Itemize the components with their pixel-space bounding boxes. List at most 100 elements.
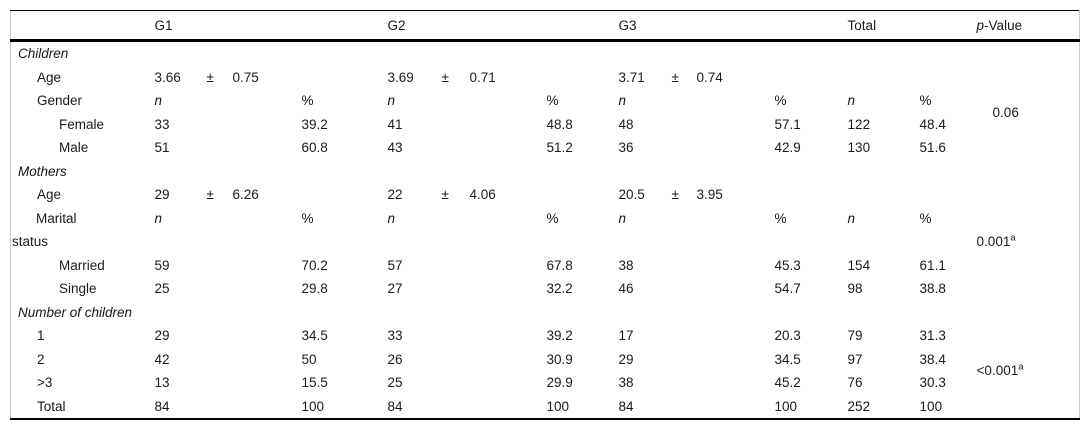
g3-n-cell: 48 bbox=[618, 116, 634, 132]
total-pct-cell: 48.4 bbox=[919, 116, 946, 132]
row-section-number-of-children: Number of children bbox=[11, 301, 1080, 325]
spacer-cell bbox=[672, 277, 775, 301]
row-total: Total 84 100 84 100 84 100 252 100 bbox=[11, 395, 1080, 420]
spacer-cell bbox=[977, 136, 1080, 160]
g3-n-header: n bbox=[618, 210, 627, 226]
row-label: Married bbox=[59, 257, 105, 273]
g2-n-cell: 43 bbox=[387, 140, 403, 155]
g2-n-header: n bbox=[387, 93, 396, 108]
row-one-child: 1 29 34.5 33 39.2 17 20.3 79 31.3 bbox=[11, 324, 1080, 348]
spacer-cell bbox=[442, 395, 547, 420]
spacer-cell bbox=[207, 136, 302, 160]
g2-n-cell: 27 bbox=[387, 281, 403, 296]
g1-n-cell: 29 bbox=[154, 328, 170, 343]
g1-n-header: n bbox=[154, 93, 163, 108]
g2-n-cell: 57 bbox=[387, 257, 403, 273]
spacer-cell bbox=[672, 324, 775, 348]
spacer-cell bbox=[672, 348, 775, 372]
g2-pct-header: % bbox=[546, 210, 559, 226]
spacer-cell bbox=[207, 113, 302, 137]
g2-pm-cell: ± bbox=[441, 69, 449, 85]
col-header-g3: G3 bbox=[618, 10, 848, 42]
g1-pct-cell: 60.8 bbox=[301, 140, 328, 155]
g2-sd-cell: 4.06 bbox=[469, 187, 496, 202]
spacer-cell bbox=[672, 89, 775, 113]
total-pct-cell: 31.3 bbox=[919, 328, 946, 343]
g1-pct-cell: 39.2 bbox=[301, 116, 328, 132]
g3-n-cell: 36 bbox=[618, 140, 634, 155]
g1-pct-header: % bbox=[301, 93, 314, 108]
total-n-header: n bbox=[847, 210, 856, 226]
spacer-cell bbox=[442, 324, 547, 348]
footnote-marker: a bbox=[1010, 232, 1016, 244]
row-children-age: Age 3.66 ± 0.75 3.69 ± 0.71 3.71 ± 0.74 bbox=[11, 66, 1080, 90]
g1-mean-cell: 3.66 bbox=[154, 69, 181, 85]
g2-pct-header: % bbox=[546, 93, 559, 108]
g2-pct-cell: 67.8 bbox=[546, 257, 573, 273]
header-row: G1 G2 G3 Total p-Value bbox=[10, 10, 1080, 42]
g1-n-cell: 33 bbox=[154, 116, 170, 132]
spacer-cell bbox=[442, 348, 547, 372]
g1-n-cell: 25 bbox=[154, 281, 170, 296]
total-pct-cell: 61.1 bbox=[919, 257, 946, 273]
spacer-cell bbox=[672, 113, 775, 137]
g1-pm-cell: ± bbox=[206, 187, 214, 202]
section-label: Children bbox=[18, 46, 69, 61]
g3-n-cell: 29 bbox=[618, 351, 634, 367]
g3-n-cell: 38 bbox=[618, 257, 634, 273]
total-pct-header: % bbox=[919, 210, 932, 226]
total-n-cell: 98 bbox=[847, 281, 863, 296]
total-n-cell: 97 bbox=[847, 351, 863, 367]
corner-cell bbox=[10, 10, 155, 42]
g1-pct-cell: 70.2 bbox=[301, 257, 328, 273]
total-n-cell: 76 bbox=[847, 375, 863, 390]
g3-sd-cell: 3.95 bbox=[696, 187, 723, 202]
g1-pct-cell: 29.8 bbox=[301, 281, 328, 296]
pvalue-text: <0.001 bbox=[976, 363, 1019, 379]
spacer-cell bbox=[207, 207, 302, 254]
g3-pct-header: % bbox=[774, 93, 787, 108]
g3-pct-cell: 20.3 bbox=[774, 328, 801, 343]
footnote-marker: a bbox=[1018, 361, 1024, 373]
g3-pm-cell: ± bbox=[671, 69, 679, 85]
g2-mean-cell: 22 bbox=[387, 187, 403, 202]
row-married: Married 59 70.2 57 67.8 38 45.3 154 61.1 bbox=[11, 254, 1080, 278]
spacer-cell bbox=[977, 324, 1080, 348]
spacer-cell bbox=[547, 183, 619, 207]
row-section-mothers: Mothers bbox=[11, 160, 1080, 184]
g3-pct-cell: 54.7 bbox=[774, 281, 801, 296]
section-label: Mothers bbox=[18, 163, 67, 179]
row-label: Total bbox=[37, 398, 66, 414]
g2-pct-cell: 39.2 bbox=[546, 328, 573, 343]
g1-pct-cell: 15.5 bbox=[301, 375, 328, 390]
row-gender-subheader: Gender n % n % n % n % 0.06 bbox=[11, 89, 1080, 120]
total-n-header: n bbox=[847, 93, 856, 108]
g2-n-cell: 84 bbox=[387, 398, 403, 414]
spacer-cell bbox=[442, 113, 547, 137]
g1-pct-cell: 34.5 bbox=[301, 328, 328, 343]
g2-pct-cell: 32.2 bbox=[546, 281, 573, 296]
spacer-cell bbox=[775, 183, 1080, 207]
g2-n-cell: 26 bbox=[387, 351, 403, 367]
g3-pct-cell: 45.3 bbox=[774, 257, 801, 273]
pvalue-text: 0.001 bbox=[976, 234, 1011, 249]
spacer-cell bbox=[977, 395, 1080, 420]
spacer-cell bbox=[207, 254, 302, 278]
g2-mean-cell: 3.69 bbox=[387, 69, 414, 85]
section-label: Number of children bbox=[18, 304, 133, 320]
spacer-cell bbox=[207, 324, 302, 348]
g3-mean-cell: 20.5 bbox=[618, 187, 645, 202]
g2-pct-cell: 51.2 bbox=[546, 140, 573, 155]
g2-n-cell: 41 bbox=[387, 116, 403, 132]
g3-n-cell: 46 bbox=[618, 281, 634, 296]
g3-pct-cell: 45.2 bbox=[774, 375, 801, 390]
g1-pct-header: % bbox=[301, 210, 314, 226]
g2-pct-cell: 48.8 bbox=[546, 116, 573, 132]
g1-n-cell: 51 bbox=[154, 140, 170, 155]
g2-pm-cell: ± bbox=[441, 187, 449, 202]
row-marital-subheader: Marital status n % n % n % n % 0.001a bbox=[11, 207, 1080, 254]
spacer-cell bbox=[207, 395, 302, 420]
g1-n-cell: 59 bbox=[154, 257, 170, 273]
row-male: Male 51 60.8 43 51.2 36 42.9 130 51.6 bbox=[11, 136, 1080, 160]
